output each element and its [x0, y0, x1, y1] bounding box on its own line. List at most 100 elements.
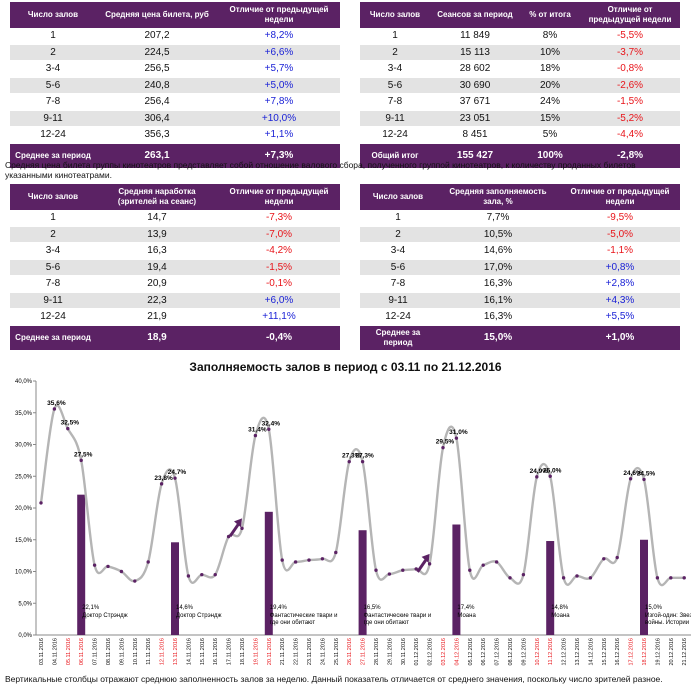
data-point [481, 563, 485, 567]
column-header: Средняя заполняемость зала, % [436, 184, 560, 210]
table-row: 5-6 19,4 -1,5% [10, 259, 340, 276]
total-value: 155 427 [430, 143, 520, 169]
x-tick-label: 23.11.2016 [307, 638, 313, 665]
bar-film-label: Фантастические твари и [364, 613, 432, 619]
change-cell: +7,8% [218, 93, 340, 111]
change-cell: -4,2% [218, 242, 340, 260]
total-row: Среднее за период 15,0% +1,0% [360, 325, 680, 351]
table-row: 5-6 240,8 +5,0% [10, 77, 340, 94]
data-label: 31,0% [449, 429, 468, 436]
x-tick-label: 11.12.2016 [548, 638, 554, 665]
value-cell: 16,3% [436, 308, 560, 326]
weekly-bar [77, 494, 86, 635]
total-row: Среднее за период 263,1 +7,3% [10, 143, 340, 169]
halls-cell: 7-8 [360, 93, 430, 111]
value-cell: 240,8 [96, 77, 218, 94]
halls-cell: 7-8 [10, 275, 96, 293]
x-tick-label: 17.11.2016 [227, 638, 233, 665]
column-header: Средняя наработка (зрителей на сеанс) [96, 184, 218, 210]
table-row: 12-24 8 451 5% -4,4% [360, 126, 680, 144]
y-tick-label: 40,0% [15, 379, 33, 385]
x-tick-label: 02.12.2016 [428, 638, 434, 666]
total-change: -0,4% [218, 325, 340, 351]
x-tick-label: 09.11.2016 [119, 638, 125, 665]
price-note: Средняя цена билета группы кинотеатров п… [5, 160, 636, 180]
x-tick-label: 27.11.2016 [361, 638, 367, 665]
x-tick-label: 29.11.2016 [387, 638, 393, 665]
column-header: Отличие от предыдущей недели [560, 184, 680, 210]
value-cell: 256,4 [96, 93, 218, 111]
value-cell: 8 451 [430, 126, 520, 144]
x-tick-label: 01.12.2016 [414, 638, 420, 666]
data-point [293, 560, 298, 564]
halls-cell: 12-24 [360, 126, 430, 144]
x-tick-label: 10.11.2016 [133, 638, 139, 665]
data-point [200, 572, 204, 577]
table-row: 12-24 21,9 +11,1% [10, 308, 340, 326]
pct-cell: 24% [520, 93, 580, 111]
y-tick-label: 10,0% [15, 570, 33, 576]
pct-cell: 20% [520, 77, 580, 94]
data-point [387, 572, 392, 576]
data-label: 27,3% [342, 453, 361, 460]
trend-arrow-icon [228, 522, 241, 538]
x-tick-label: 16.11.2016 [213, 638, 219, 665]
halls-cell: 5-6 [360, 259, 436, 276]
data-point [642, 477, 646, 482]
table-row: 7-8 20,9 -0,1% [10, 275, 340, 293]
data-point [374, 568, 378, 572]
table-row: 7-8 37 671 24% -1,5% [360, 93, 680, 111]
change-cell: +5,5% [560, 308, 680, 326]
halls-cell: 2 [360, 44, 430, 61]
value-cell: 23 051 [430, 110, 520, 127]
value-cell: 256,5 [96, 60, 218, 78]
x-tick-label: 26.11.2016 [347, 638, 353, 665]
table-row: 9-11 16,1% +4,3% [360, 292, 680, 309]
column-header: Средняя цена билета, руб [96, 2, 218, 28]
value-cell: 21,9 [96, 308, 218, 326]
table-header-row: Число залов Средняя цена билета, руб Отл… [10, 2, 340, 28]
table-row: 1 7,7% -9,5% [360, 210, 680, 227]
ticket-price-table: Число залов Средняя цена билета, руб Отл… [10, 2, 340, 169]
data-label: 25,0% [543, 467, 562, 474]
column-header: Сеансов за период [430, 2, 520, 28]
bar-film-label: где они обитают [364, 620, 410, 626]
value-cell: 14,6% [436, 242, 560, 260]
x-tick-label: 19.12.2016 [655, 638, 661, 666]
value-cell: 20,9 [96, 275, 218, 293]
pct-cell: 8% [520, 28, 580, 45]
table-header-row: Число залов Сеансов за период % от итога… [360, 2, 680, 28]
x-tick-label: 19.11.2016 [253, 638, 259, 665]
y-tick-label: 20,0% [15, 506, 33, 512]
value-cell: 15 113 [430, 44, 520, 61]
bar-value-label: 19,4% [270, 605, 288, 611]
change-cell: +5,7% [218, 60, 340, 78]
change-cell: +6,0% [218, 292, 340, 309]
change-cell: -1,5% [580, 93, 680, 111]
value-cell: 22,3 [96, 292, 218, 309]
table-row: 1 207,2 +8,2% [10, 28, 340, 45]
data-point [52, 407, 57, 411]
halls-cell: 1 [10, 210, 96, 227]
data-point [66, 426, 70, 431]
pct-cell: 15% [520, 110, 580, 127]
data-point [39, 501, 43, 505]
x-tick-label: 17.12.2016 [629, 638, 635, 666]
bar-film-label: войны. Истории [645, 619, 689, 626]
bar-film-label: где они обитают [270, 620, 316, 626]
data-point [213, 572, 217, 577]
data-point [280, 558, 284, 562]
data-point [334, 550, 338, 555]
data-label: 24,5% [637, 470, 656, 477]
total-pct: 100% [520, 143, 580, 169]
data-point [548, 474, 552, 478]
bar-film-label: Фантастические твари и [270, 613, 338, 619]
table-row: 5-6 17,0% +0,8% [360, 259, 680, 276]
value-cell: 17,0% [436, 259, 560, 276]
weekly-bar [264, 511, 273, 635]
data-point [267, 427, 271, 431]
change-cell: -5,5% [580, 28, 680, 45]
value-cell: 16,3 [96, 242, 218, 260]
data-point [427, 562, 432, 566]
value-cell: 37 671 [430, 93, 520, 111]
